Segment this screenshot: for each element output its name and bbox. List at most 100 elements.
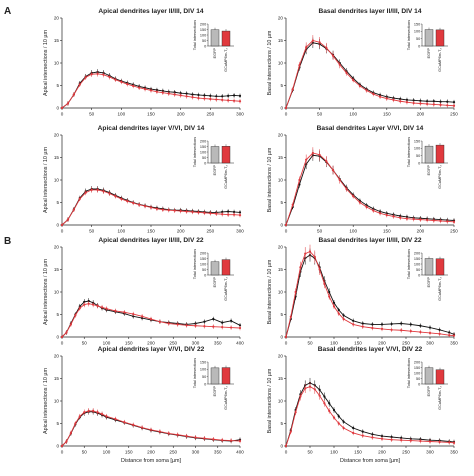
data-point-gcamp xyxy=(114,78,117,81)
data-point-egfp xyxy=(337,415,340,418)
data-point-gcamp xyxy=(114,417,117,421)
data-point-gcamp xyxy=(419,102,422,105)
data-point-gcamp xyxy=(332,416,336,419)
data-point-gcamp xyxy=(138,203,141,206)
data-point-gcamp xyxy=(69,323,72,326)
data-point-egfp xyxy=(212,317,215,321)
data-point-egfp xyxy=(221,95,224,98)
data-point-gcamp xyxy=(289,315,292,318)
x-tick-label: 200 xyxy=(177,112,185,117)
inset-bar-egfp xyxy=(424,29,434,47)
x-tick-label: 250 xyxy=(402,450,410,455)
data-point-gcamp xyxy=(428,331,432,335)
data-point-gcamp xyxy=(299,395,302,398)
data-point-egfp xyxy=(238,324,242,327)
x-tick-label: 350 xyxy=(450,450,458,455)
data-point-gcamp xyxy=(325,160,328,163)
data-point-egfp xyxy=(352,426,355,430)
data-point-gcamp xyxy=(352,195,355,198)
data-point-egfp xyxy=(390,435,393,439)
y-tick-label: 10 xyxy=(278,290,284,295)
data-point-gcamp xyxy=(203,97,206,100)
x-tick-label: 200 xyxy=(417,112,425,117)
data-point-gcamp xyxy=(331,169,335,172)
inset-y-label: Total intersections xyxy=(193,137,197,167)
inset-y-tick-label: 50 xyxy=(202,156,206,160)
inset-bar-label: GCaMP6m-T₂ xyxy=(224,47,228,71)
data-point-gcamp xyxy=(432,103,435,106)
y-tick-label: 20 xyxy=(278,354,284,359)
chart-title: Apical dendrites layer V/VI, DIV 22 xyxy=(98,346,205,353)
data-point-gcamp xyxy=(371,326,374,330)
data-point-gcamp xyxy=(96,188,99,191)
data-point-gcamp xyxy=(74,422,77,425)
inset-y-label: Total intersections xyxy=(407,249,411,279)
y-tick-label: 0 xyxy=(56,223,59,228)
data-point-gcamp xyxy=(345,187,348,191)
x-tick-label: 0 xyxy=(61,450,64,455)
x-tick-label: 300 xyxy=(192,450,200,455)
inset-bar-label: GCaMP6m-T₂ xyxy=(438,47,442,71)
inset-y-tick-label: 50 xyxy=(416,37,420,41)
data-point-egfp xyxy=(400,322,403,325)
inset-y-tick-label: 50 xyxy=(416,154,420,158)
data-point-gcamp xyxy=(294,290,297,294)
y-tick-label: 20 xyxy=(54,245,60,250)
x-tick-label: 50 xyxy=(307,341,313,346)
inset-bar-label: EGFP xyxy=(427,386,431,397)
data-point-gcamp xyxy=(215,98,218,101)
data-point-gcamp xyxy=(203,211,206,214)
data-point-gcamp xyxy=(194,436,197,439)
y-tick-label: 20 xyxy=(278,16,284,21)
data-point-egfp xyxy=(318,388,321,391)
data-point-gcamp xyxy=(167,92,170,95)
chart-title: Basal dendrites Layer V/VI, DIV 14 xyxy=(317,125,424,132)
inset-bar-label: EGFP xyxy=(213,386,217,397)
data-point-egfp xyxy=(426,100,429,103)
inset-bar-egfp xyxy=(210,261,220,276)
data-point-gcamp xyxy=(338,63,341,66)
inset-bar-egfp xyxy=(210,146,220,164)
data-point-egfp xyxy=(419,99,422,102)
data-point-gcamp xyxy=(380,327,384,330)
data-point-gcamp xyxy=(378,212,382,215)
data-point-gcamp xyxy=(372,209,375,212)
inset-y-tick-label: 150 xyxy=(200,145,206,149)
x-tick-label: 50 xyxy=(89,112,95,117)
data-point-gcamp xyxy=(438,332,441,335)
x-tick-label: 300 xyxy=(236,112,244,117)
data-point-egfp xyxy=(232,210,236,214)
data-point-gcamp xyxy=(390,438,393,441)
inset-y-tick-label: 100 xyxy=(200,33,206,37)
x-tick-label: 0 xyxy=(285,341,288,346)
data-point-gcamp xyxy=(426,218,429,222)
data-point-gcamp xyxy=(78,197,81,200)
data-point-gcamp xyxy=(105,307,108,310)
data-point-gcamp xyxy=(342,426,345,430)
data-point-gcamp xyxy=(78,415,81,418)
chart-panel-7: Apical dendrites layer V/VI, DIV 220 50 10… xyxy=(43,346,244,464)
data-point-gcamp xyxy=(123,311,126,314)
data-point-gcamp xyxy=(114,195,117,198)
data-point-gcamp xyxy=(230,326,233,329)
inset-bar-label: GCaMP6m-T₂ xyxy=(224,385,228,409)
x-tick-label: 300 xyxy=(426,341,434,346)
data-point-gcamp xyxy=(92,409,95,412)
x-tick-label: 200 xyxy=(147,450,155,455)
x-tick-label: 50 xyxy=(317,229,323,234)
inset-bar-egfp xyxy=(424,258,434,276)
data-point-gcamp xyxy=(155,90,159,93)
x-tick-label: 300 xyxy=(236,229,244,234)
data-point-gcamp xyxy=(399,216,402,219)
data-point-gcamp xyxy=(69,431,72,435)
y-tick-label: 10 xyxy=(278,399,284,404)
data-point-gcamp xyxy=(392,98,395,101)
data-point-egfp xyxy=(197,93,200,97)
inset-y-tick-label: 0 xyxy=(418,44,420,48)
data-point-gcamp xyxy=(238,214,242,217)
y-tick-label: 15 xyxy=(278,376,284,381)
data-point-egfp xyxy=(227,94,230,97)
data-point-gcamp xyxy=(84,191,87,194)
inset-y-tick-label: 150 xyxy=(200,360,206,364)
